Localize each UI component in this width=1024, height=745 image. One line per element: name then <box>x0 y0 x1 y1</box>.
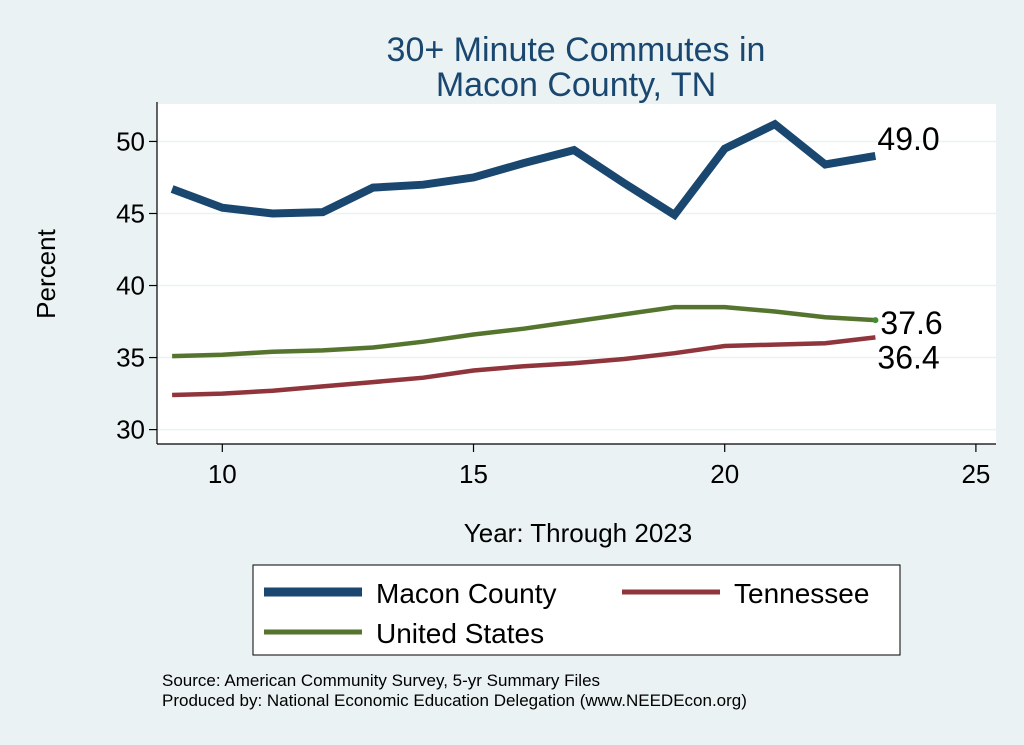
end-label-tennessee: 36.4 <box>877 339 939 375</box>
end-point-united-states <box>872 317 879 324</box>
series-line-macon-county <box>170 119 877 221</box>
y-tick-label-45: 45 <box>116 198 145 228</box>
end-label-macon-county: 49.0 <box>877 121 939 157</box>
x-tick-label-20: 20 <box>710 459 739 489</box>
series-line-tennessee <box>172 335 876 398</box>
x-axis-label: Year: Through 2023 <box>464 518 692 548</box>
y-tick-label-35: 35 <box>116 343 145 373</box>
x-tick-label-15: 15 <box>459 459 488 489</box>
source-note: Source: American Community Survey, 5-yr … <box>162 671 747 711</box>
legend-label-tennessee: Tennessee <box>734 578 869 609</box>
legend-label-united-states: United States <box>376 618 544 649</box>
legend: Macon County Tennessee United States <box>252 564 901 656</box>
series-lines <box>170 119 879 398</box>
y-tick-label-40: 40 <box>116 271 145 301</box>
legend-label-macon-county: Macon County <box>376 578 557 609</box>
y-axis-label: Percent <box>31 228 61 318</box>
x-tick-label-25: 25 <box>961 459 990 489</box>
end-labels: 49.0 36.437.6 <box>877 121 942 376</box>
legend-box <box>252 564 901 656</box>
y-tick-label-50: 50 <box>116 126 145 156</box>
series-line-united-states <box>172 304 876 359</box>
y-tick-label-30: 30 <box>116 415 145 445</box>
chart-title-line-2: Macon County, TN <box>436 66 716 104</box>
axes: 30 35 40 45 50 10 15 20 25 <box>116 102 996 489</box>
end-label-united-states: 37.6 <box>880 305 942 341</box>
source-line-2: Produced by: National Economic Education… <box>162 691 747 710</box>
x-tick-label-10: 10 <box>208 459 237 489</box>
chart-title-line-1: 30+ Minute Commutes in <box>387 31 766 69</box>
source-line-1: Source: American Community Survey, 5-yr … <box>162 671 601 690</box>
